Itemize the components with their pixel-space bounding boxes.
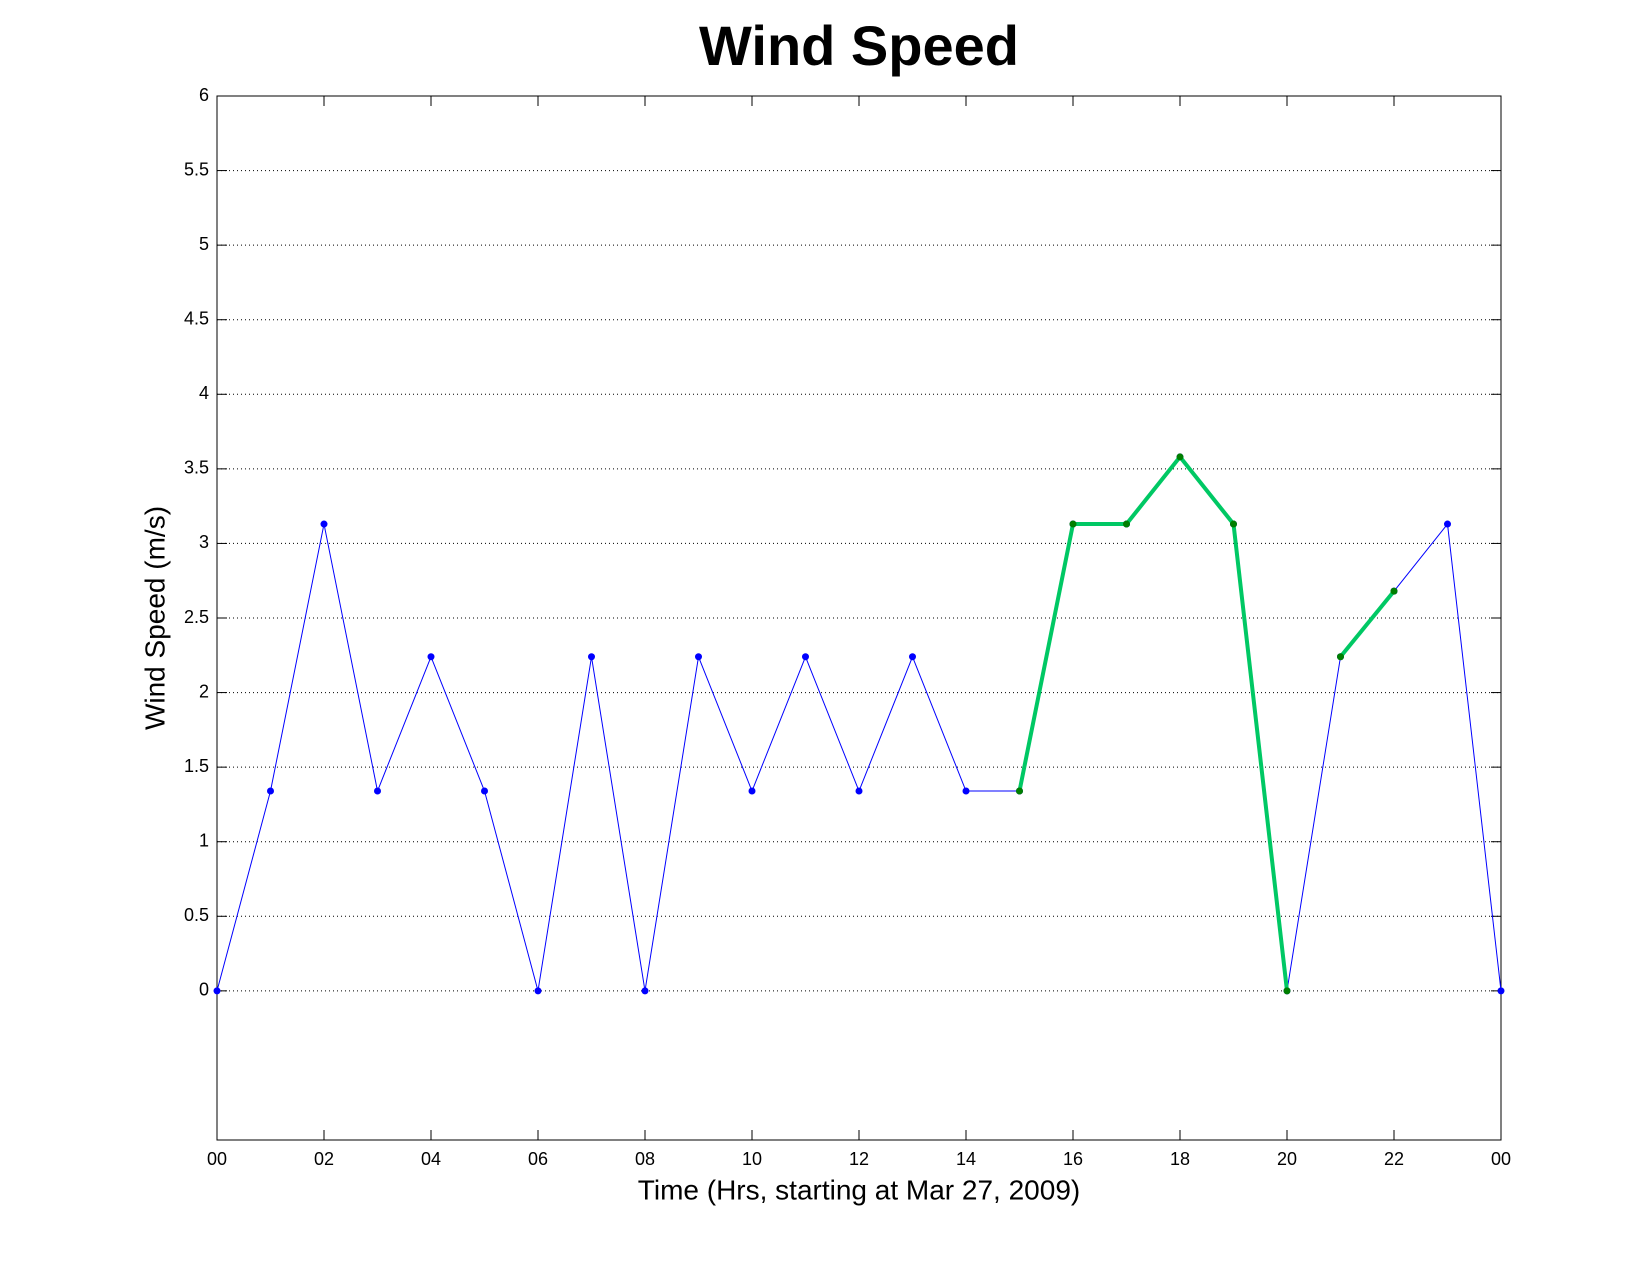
x-tick-label: 02 bbox=[314, 1149, 334, 1169]
y-tick-label: 5 bbox=[199, 234, 209, 254]
y-axis-label: Wind Speed (m/s) bbox=[139, 506, 170, 730]
marker bbox=[481, 787, 488, 795]
marker bbox=[1337, 653, 1344, 661]
y-tick-label: 2.5 bbox=[184, 607, 209, 627]
marker bbox=[748, 787, 756, 795]
y-tick-label: 4 bbox=[199, 383, 209, 403]
x-tick-label: 20 bbox=[1277, 1149, 1297, 1169]
y-tick-label: 4.5 bbox=[184, 308, 209, 328]
marker bbox=[855, 787, 863, 795]
x-tick-label: 00 bbox=[1491, 1149, 1511, 1169]
plot-frame bbox=[216, 95, 1502, 1141]
x-axis-label: Time (Hrs, starting at Mar 27, 2009) bbox=[638, 1174, 1080, 1205]
y-tick-label: 0.5 bbox=[184, 905, 209, 925]
y-tick-label: 6 bbox=[199, 85, 209, 105]
y-tick-label: 1 bbox=[199, 830, 209, 850]
y-tick-label: 0 bbox=[199, 980, 209, 1000]
line bbox=[1338, 589, 1396, 659]
marker bbox=[1123, 520, 1130, 528]
y-tick-label: 1.5 bbox=[184, 756, 209, 776]
x-tick-label: 16 bbox=[1063, 1149, 1083, 1169]
marker bbox=[1069, 520, 1077, 528]
marker bbox=[267, 787, 274, 795]
chart-title: Wind Speed bbox=[699, 14, 1019, 77]
marker bbox=[802, 653, 809, 661]
marker bbox=[1176, 453, 1184, 461]
marker bbox=[962, 787, 970, 795]
x-tick-label: 22 bbox=[1384, 1149, 1404, 1169]
x-tick-label: 10 bbox=[742, 1149, 762, 1169]
marker bbox=[1016, 787, 1023, 795]
marker bbox=[213, 987, 221, 995]
marker bbox=[1390, 587, 1398, 595]
marker bbox=[588, 653, 595, 661]
y-tick-label: 3.5 bbox=[184, 458, 209, 478]
x-tick-label: 04 bbox=[421, 1149, 441, 1169]
marker bbox=[909, 653, 916, 661]
y-tick-label: 3 bbox=[199, 532, 209, 552]
line bbox=[1017, 454, 1289, 992]
marker bbox=[534, 987, 542, 995]
marker bbox=[1497, 987, 1505, 995]
marker bbox=[1444, 520, 1451, 528]
marker bbox=[1283, 987, 1291, 995]
y-tick-label: 2 bbox=[199, 681, 209, 701]
marker bbox=[1230, 520, 1237, 528]
x-tick-label: 18 bbox=[1170, 1149, 1190, 1169]
marker bbox=[374, 787, 381, 795]
x-tick-label: 12 bbox=[849, 1149, 869, 1169]
y-tick-label: 5.5 bbox=[184, 159, 209, 179]
x-tick-label: 00 bbox=[207, 1149, 227, 1169]
x-tick-label: 06 bbox=[528, 1149, 548, 1169]
marker bbox=[695, 653, 702, 661]
marker bbox=[427, 653, 435, 661]
marker bbox=[641, 987, 649, 995]
marker bbox=[320, 520, 328, 528]
x-tick-label: 08 bbox=[635, 1149, 655, 1169]
x-tick-label: 14 bbox=[956, 1149, 976, 1169]
